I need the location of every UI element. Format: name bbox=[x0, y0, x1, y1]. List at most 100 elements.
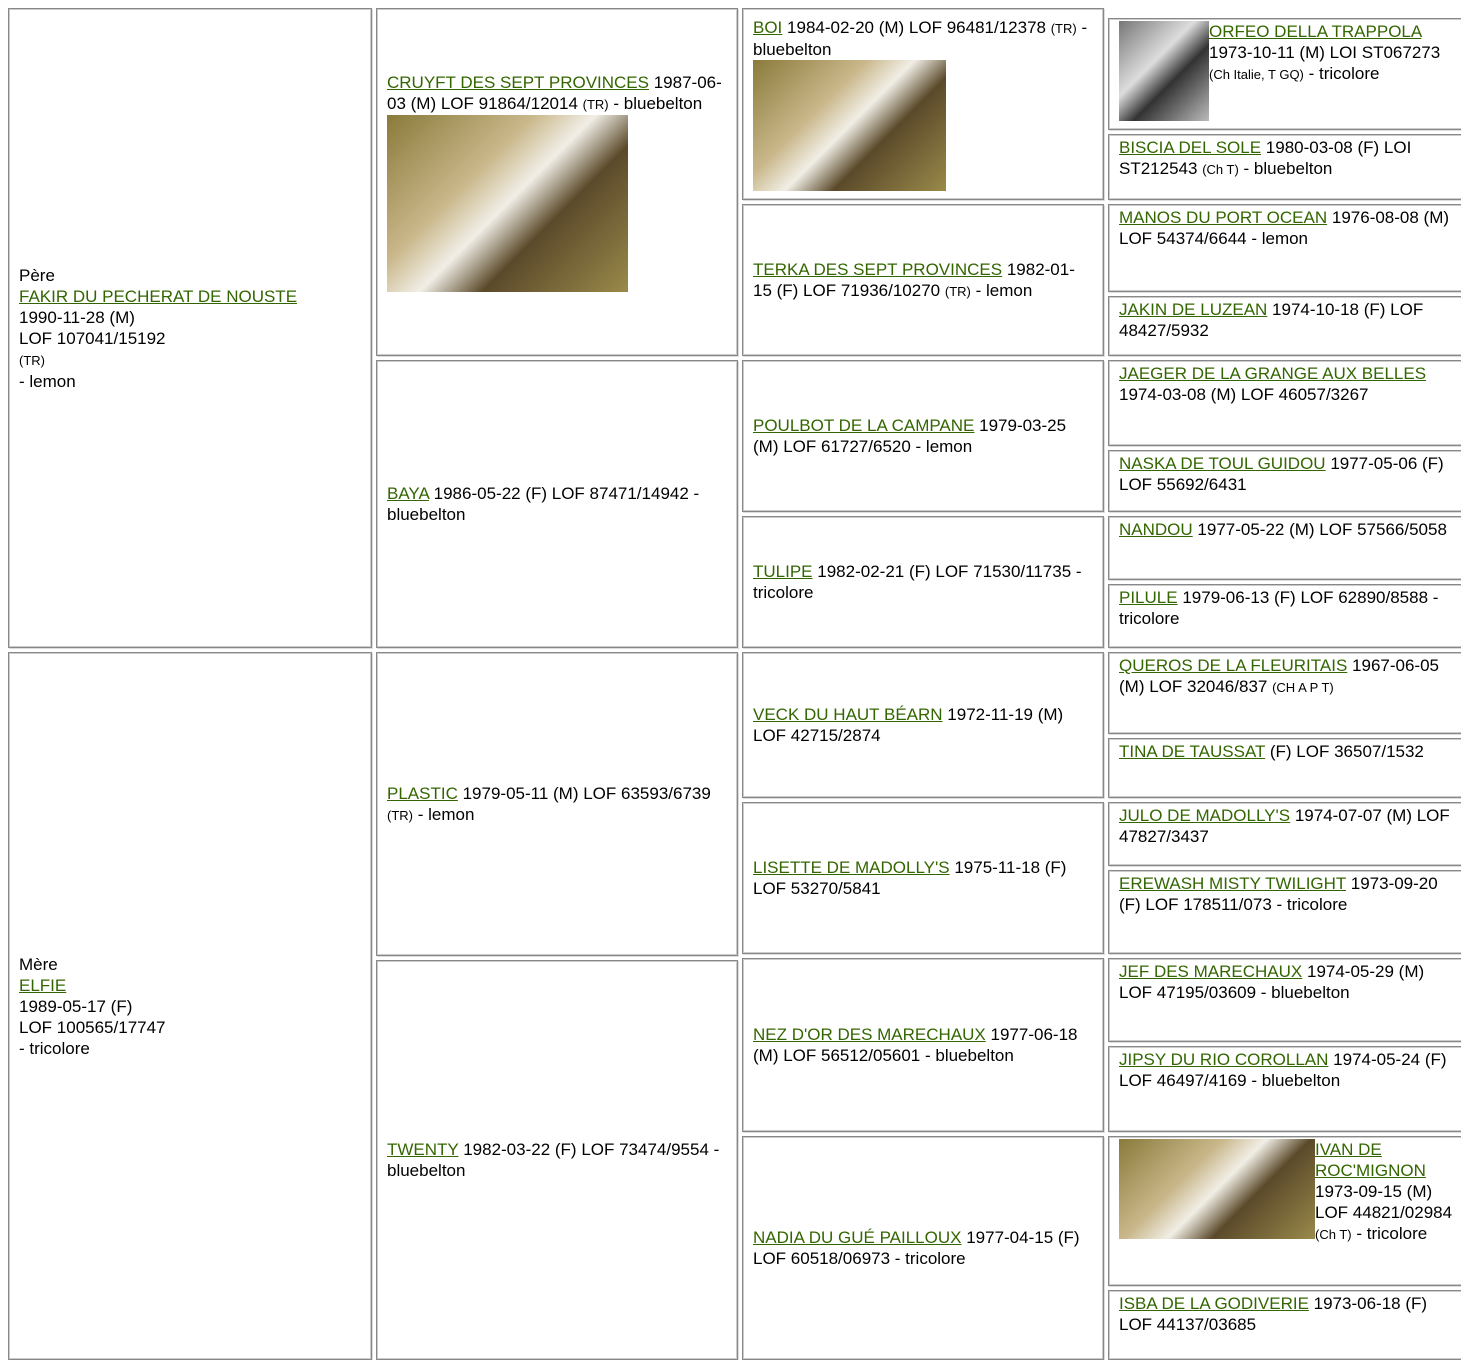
pedigree-cell: Mère ELFIE 1989-05-17 (F) LOF 100565/17747-… bbox=[8, 652, 372, 1360]
dog-info: 1984-02-20 (M) LOF 96481/12378 bbox=[787, 18, 1046, 37]
dog-entry: IVAN DE ROC'MIGNON 1973-09-15 (M) LOF 44… bbox=[1119, 1139, 1457, 1245]
dog-name-link[interactable]: TWENTY bbox=[387, 1140, 459, 1159]
dog-entry: BOI 1984-02-20 (M) LOF 96481/12378 (TR) … bbox=[753, 17, 1093, 191]
dog-info: 1979-03-25 (M) LOF 61727/6520 - lemon bbox=[753, 416, 1067, 456]
dog-color: - tricolore bbox=[19, 1038, 90, 1058]
pedigree-cell: NADIA DU GUÉ PAILLOUX 1977-04-15 (F) LOF… bbox=[742, 1136, 1104, 1360]
dog-info: 1989-05-17 (F) bbox=[19, 996, 133, 1016]
dog-name-link[interactable]: TERKA DES SEPT PROVINCES bbox=[753, 259, 1003, 279]
dog-name-link[interactable]: PILULE bbox=[1119, 588, 1178, 607]
pedigree-cell: JULO DE MADOLLY'S 1974-07-07 (M) LOF 478… bbox=[1108, 802, 1461, 866]
dog-name-link[interactable]: JULO DE MADOLLY'S bbox=[1119, 806, 1291, 825]
dog-info: 1990-11-28 (M) bbox=[19, 307, 135, 327]
dog-entry: TINA DE TAUSSAT (F) LOF 36507/1532 bbox=[1119, 741, 1457, 762]
dog-name-link[interactable]: QUEROS DE LA FLEURITAIS bbox=[1119, 656, 1348, 675]
pedigree-cell: IVAN DE ROC'MIGNON 1973-09-15 (M) LOF 44… bbox=[1108, 1136, 1461, 1286]
pedigree-cell: EREWASH MISTY TWILIGHT 1973-09-20 (F) LO… bbox=[1108, 870, 1461, 954]
dog-name-link[interactable]: ISBA DE LA GODIVERIE bbox=[1119, 1294, 1309, 1313]
dog-info: 1982-02-21 (F) LOF 71530/11735 - tricolo… bbox=[753, 562, 1082, 602]
dog-name-link[interactable]: BISCIA DEL SOLE bbox=[1119, 138, 1262, 157]
dog-name-link[interactable]: NASKA DE TOUL GUIDOU bbox=[1119, 454, 1326, 473]
dog-name-link[interactable]: BAYA bbox=[387, 484, 429, 503]
dog-photo bbox=[1119, 21, 1209, 121]
dog-info: 1982-03-22 (F) LOF 73474/9554 - bluebelt… bbox=[387, 1140, 720, 1180]
dog-name-link[interactable]: TULIPE bbox=[753, 562, 813, 581]
dog-entry: BISCIA DEL SOLE 1980-03-08 (F) LOI ST212… bbox=[1119, 137, 1457, 180]
dog-info: (F) LOF 36507/1532 bbox=[1269, 742, 1424, 761]
dog-name-link[interactable]: ORFEO DELLA TRAPPOLA bbox=[1209, 22, 1422, 41]
pedigree-cell: JAKIN DE LUZEAN 1974-10-18 (F) LOF 48427… bbox=[1108, 296, 1461, 356]
dog-entry: JAKIN DE LUZEAN 1974-10-18 (F) LOF 48427… bbox=[1119, 299, 1457, 341]
dog-info: 1975-11-18 (F) LOF 53270/5841 bbox=[753, 858, 1067, 898]
dog-entry: TERKA DES SEPT PROVINCES 1982-01-15 (F) … bbox=[753, 259, 1093, 302]
dog-name-link[interactable]: JAKIN DE LUZEAN bbox=[1119, 300, 1268, 319]
role-label: Mère bbox=[19, 954, 58, 974]
dog-name-link[interactable]: PLASTIC bbox=[387, 783, 458, 803]
dog-name-link[interactable]: JAEGER DE LA GRANGE AUX BELLES bbox=[1119, 364, 1427, 383]
dog-name-link[interactable]: NADIA DU GUÉ PAILLOUX bbox=[753, 1228, 962, 1247]
dog-entry: ISBA DE LA GODIVERIE 1973-06-18 (F) LOF … bbox=[1119, 1293, 1457, 1335]
dog-info: 1977-06-18 (M) LOF 56512/05601 - bluebel… bbox=[753, 1025, 1078, 1065]
dog-name-link[interactable]: JIPSY DU RIO COROLLAN bbox=[1119, 1050, 1329, 1069]
dog-note: (TR) bbox=[387, 807, 413, 823]
dog-info: 1979-06-13 (F) LOF 62890/8588 - tricolor… bbox=[1119, 588, 1439, 628]
dog-info: 1974-07-07 (M) LOF 47827/3437 bbox=[1119, 806, 1450, 846]
dog-info: 1986-05-22 (F) LOF 87471/14942 - bluebel… bbox=[387, 484, 700, 524]
pedigree-cell: VECK DU HAUT BÉARN 1972-11-19 (M) LOF 42… bbox=[742, 652, 1104, 798]
dog-color: - bluebelton bbox=[613, 94, 703, 113]
dog-note: (TR) bbox=[582, 97, 609, 112]
dog-entry: CRUYFT DES SEPT PROVINCES 1987-06-03 (M)… bbox=[387, 72, 727, 292]
dog-name-link[interactable]: EREWASH MISTY TWILIGHT bbox=[1119, 874, 1347, 893]
dog-entry: JULO DE MADOLLY'S 1974-07-07 (M) LOF 478… bbox=[1119, 805, 1457, 847]
dog-entry: VECK DU HAUT BÉARN 1972-11-19 (M) LOF 42… bbox=[753, 704, 1093, 746]
pedigree-cell: TINA DE TAUSSAT (F) LOF 36507/1532 bbox=[1108, 738, 1461, 798]
dog-info: 1980-03-08 (F) LOI ST212543 bbox=[1119, 138, 1412, 178]
dog-entry: POULBOT DE LA CAMPANE 1979-03-25 (M) LOF… bbox=[753, 415, 1093, 457]
dog-info: 1977-04-15 (F) LOF 60518/06973 - tricolo… bbox=[753, 1228, 1080, 1268]
dog-name-link[interactable]: MANOS DU PORT OCEAN bbox=[1119, 208, 1328, 227]
pedigree-cell: BISCIA DEL SOLE 1980-03-08 (F) LOI ST212… bbox=[1108, 134, 1461, 200]
dog-name-link[interactable]: CRUYFT DES SEPT PROVINCES bbox=[387, 73, 649, 92]
pedigree-cell: LISETTE DE MADOLLY'S 1975-11-18 (F) LOF … bbox=[742, 802, 1104, 954]
dog-name-link[interactable]: POULBOT DE LA CAMPANE bbox=[753, 416, 975, 435]
dog-info: 1974-05-29 (M) LOF 47195/03609 - bluebel… bbox=[1119, 962, 1425, 1002]
dog-color: - tricolore bbox=[1356, 1224, 1428, 1243]
dog-info: 1974-03-08 (M) LOF 46057/3267 bbox=[1119, 385, 1369, 404]
dog-info: 1977-05-22 (M) LOF 57566/5058 bbox=[1197, 520, 1447, 539]
role-label: Père bbox=[19, 265, 55, 285]
dog-name-link[interactable]: TINA DE TAUSSAT bbox=[1119, 742, 1266, 761]
dog-entry: EREWASH MISTY TWILIGHT 1973-09-20 (F) LO… bbox=[1119, 873, 1457, 915]
dog-note: (CH A P T) bbox=[1272, 680, 1334, 695]
dog-name-link[interactable]: ELFIE bbox=[19, 975, 67, 995]
dog-name-link[interactable]: LISETTE DE MADOLLY'S bbox=[753, 858, 950, 877]
dog-photo bbox=[387, 115, 628, 292]
dog-entry: NADIA DU GUÉ PAILLOUX 1977-04-15 (F) LOF… bbox=[753, 1227, 1093, 1269]
pedigree-cell: PLASTIC 1979-05-11 (M) LOF 63593/6739 (T… bbox=[376, 652, 738, 956]
dog-name-link[interactable]: NEZ D'OR DES MARECHAUX bbox=[753, 1025, 986, 1044]
pedigree-cell: JAEGER DE LA GRANGE AUX BELLES 1974-03-0… bbox=[1108, 360, 1461, 446]
dog-name-link[interactable]: BOI bbox=[753, 18, 783, 37]
dog-name-link[interactable]: FAKIR DU PECHERAT DE NOUSTE bbox=[19, 286, 298, 306]
dog-entry: JAEGER DE LA GRANGE AUX BELLES 1974-03-0… bbox=[1119, 363, 1457, 405]
dog-entry: ORFEO DELLA TRAPPOLA 1973-10-11 (M) LOI … bbox=[1119, 21, 1457, 121]
dog-name-link[interactable]: VECK DU HAUT BÉARN bbox=[753, 705, 943, 724]
pedigree-cell: ISBA DE LA GODIVERIE 1973-06-18 (F) LOF … bbox=[1108, 1290, 1461, 1360]
dog-info: 1974-05-24 (F) LOF 46497/4169 - bluebelt… bbox=[1119, 1050, 1447, 1090]
dog-entry: MANOS DU PORT OCEAN 1976-08-08 (M) LOF 5… bbox=[1119, 207, 1457, 249]
dog-name-link[interactable]: IVAN DE ROC'MIGNON bbox=[1315, 1140, 1426, 1180]
dog-color: - bluebelton bbox=[753, 18, 1088, 59]
dog-note: (Ch T) bbox=[1202, 162, 1239, 177]
pedigree-cell: JEF DES MARECHAUX 1974-05-29 (M) LOF 471… bbox=[1108, 958, 1461, 1042]
dog-entry: NASKA DE TOUL GUIDOU 1977-05-06 (F) LOF … bbox=[1119, 453, 1457, 495]
dog-entry: LISETTE DE MADOLLY'S 1975-11-18 (F) LOF … bbox=[753, 857, 1093, 899]
dog-info: 1982-01-15 (F) LOF 71936/10270 bbox=[753, 259, 1075, 300]
dog-name-link[interactable]: JEF DES MARECHAUX bbox=[1119, 962, 1303, 981]
pedigree-cell: TERKA DES SEPT PROVINCES 1982-01-15 (F) … bbox=[742, 204, 1104, 356]
dog-entry: PLASTIC 1979-05-11 (M) LOF 63593/6739 (T… bbox=[387, 783, 727, 826]
dog-info: 1972-11-19 (M) LOF 42715/2874 bbox=[753, 705, 1064, 745]
dog-entry: PILULE 1979-06-13 (F) LOF 62890/8588 - t… bbox=[1119, 587, 1457, 629]
pedigree-cell: NASKA DE TOUL GUIDOU 1977-05-06 (F) LOF … bbox=[1108, 450, 1461, 512]
dog-name-link[interactable]: NANDOU bbox=[1119, 520, 1193, 539]
pedigree-cell: CRUYFT DES SEPT PROVINCES 1987-06-03 (M)… bbox=[376, 8, 738, 356]
dog-info: 1974-10-18 (F) LOF 48427/5932 bbox=[1119, 300, 1424, 340]
